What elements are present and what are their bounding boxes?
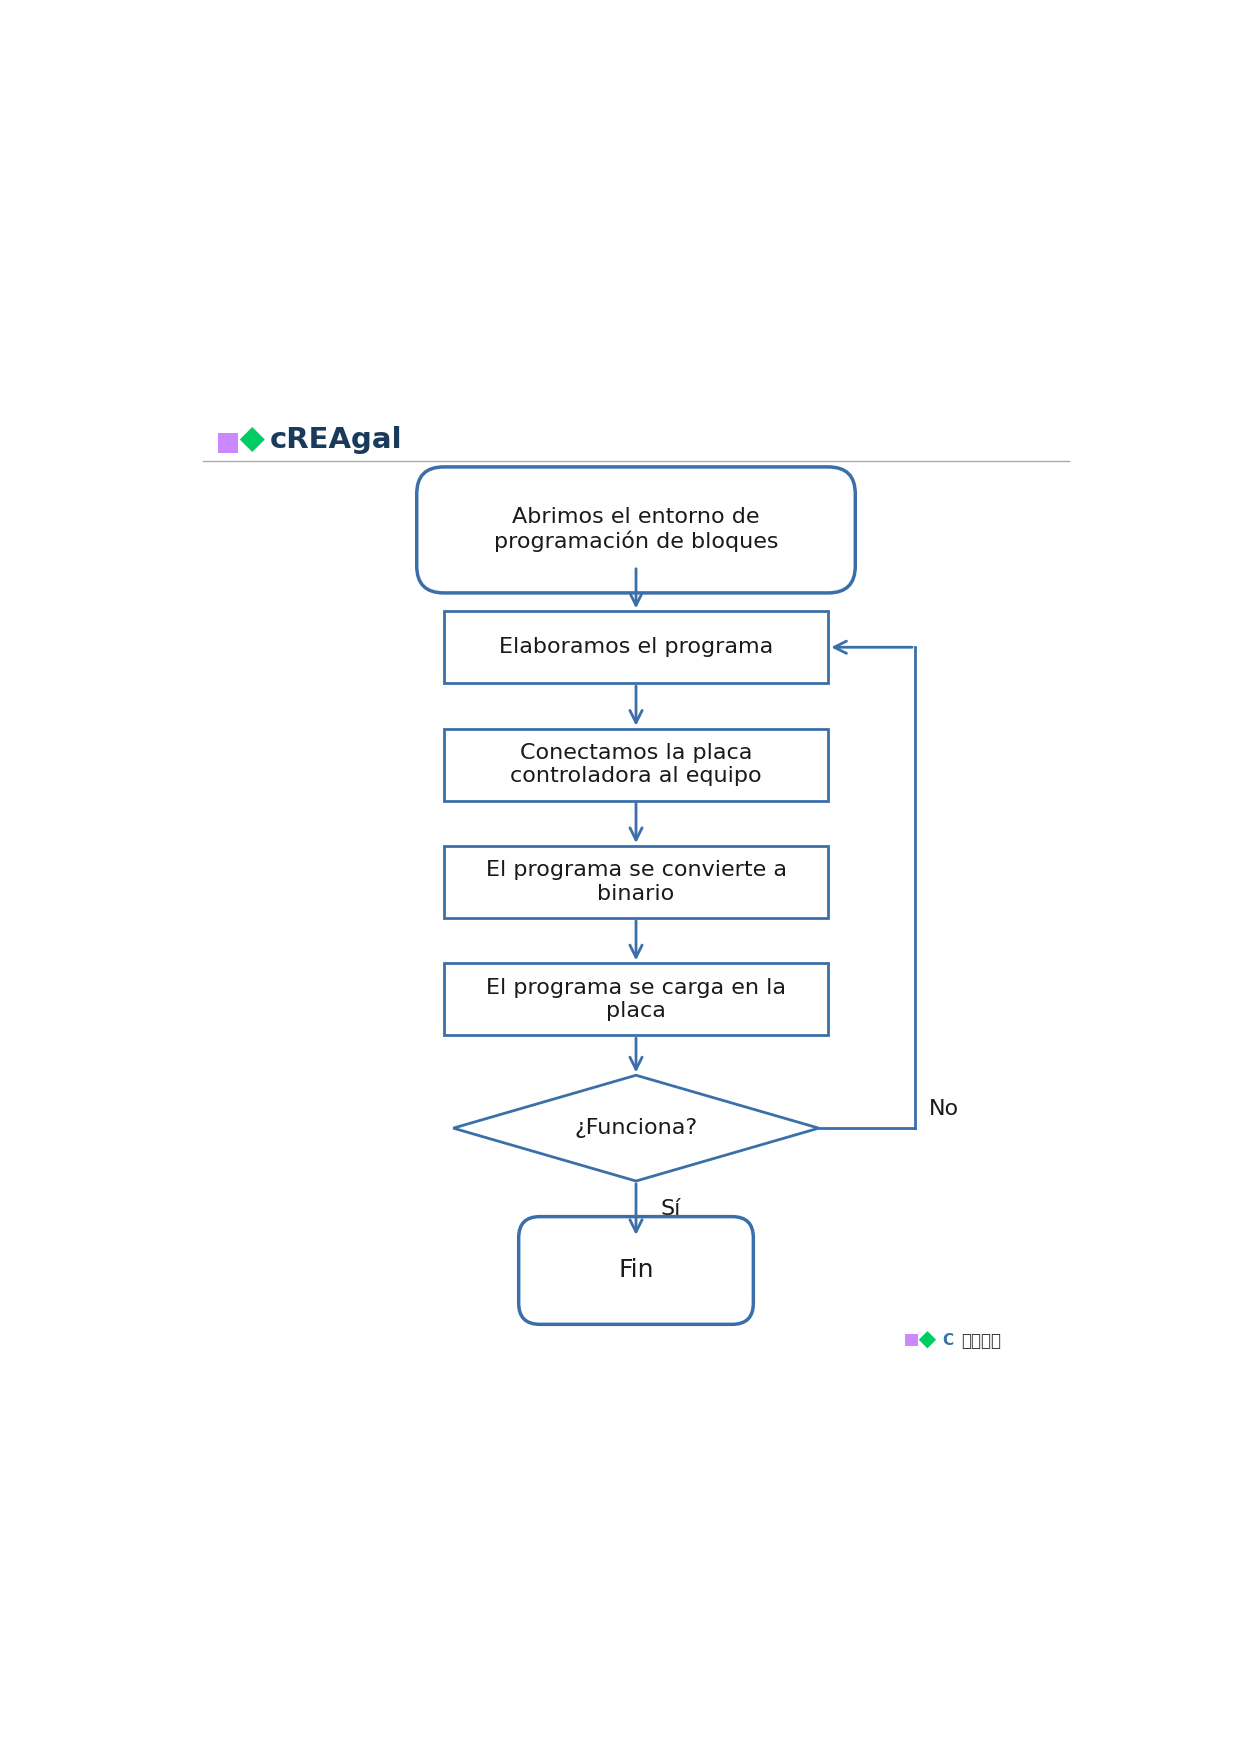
Text: Abrimos el entorno de
programación de bloques: Abrimos el entorno de programación de bl… bbox=[494, 507, 778, 553]
FancyBboxPatch shape bbox=[444, 963, 829, 1035]
Text: ¿Funciona?: ¿Funciona? bbox=[575, 1117, 697, 1138]
Text: Fin: Fin bbox=[618, 1258, 654, 1282]
Text: El programa se convierte a
binario: El programa se convierte a binario bbox=[485, 859, 787, 903]
FancyBboxPatch shape bbox=[519, 1217, 753, 1324]
FancyBboxPatch shape bbox=[444, 728, 829, 800]
Text: C: C bbox=[942, 1333, 953, 1349]
Polygon shape bbox=[453, 1075, 819, 1180]
Polygon shape bbox=[240, 426, 264, 453]
FancyBboxPatch shape bbox=[417, 467, 855, 593]
Text: ⓒⓑⓑⓐ: ⓒⓑⓑⓐ bbox=[961, 1331, 1001, 1349]
Text: Sí: Sí bbox=[660, 1200, 680, 1219]
Text: El programa se carga en la
placa: El programa se carga en la placa bbox=[486, 977, 786, 1021]
Text: No: No bbox=[930, 1098, 959, 1119]
FancyBboxPatch shape bbox=[217, 433, 238, 453]
Text: Elaboramos el programa: Elaboramos el programa bbox=[499, 637, 773, 658]
Polygon shape bbox=[918, 1331, 936, 1349]
Text: cREAgal: cREAgal bbox=[269, 426, 402, 454]
FancyBboxPatch shape bbox=[906, 1335, 918, 1347]
FancyBboxPatch shape bbox=[444, 845, 829, 917]
FancyBboxPatch shape bbox=[444, 610, 829, 684]
Text: Conectamos la placa
controladora al equipo: Conectamos la placa controladora al equi… bbox=[510, 744, 762, 786]
